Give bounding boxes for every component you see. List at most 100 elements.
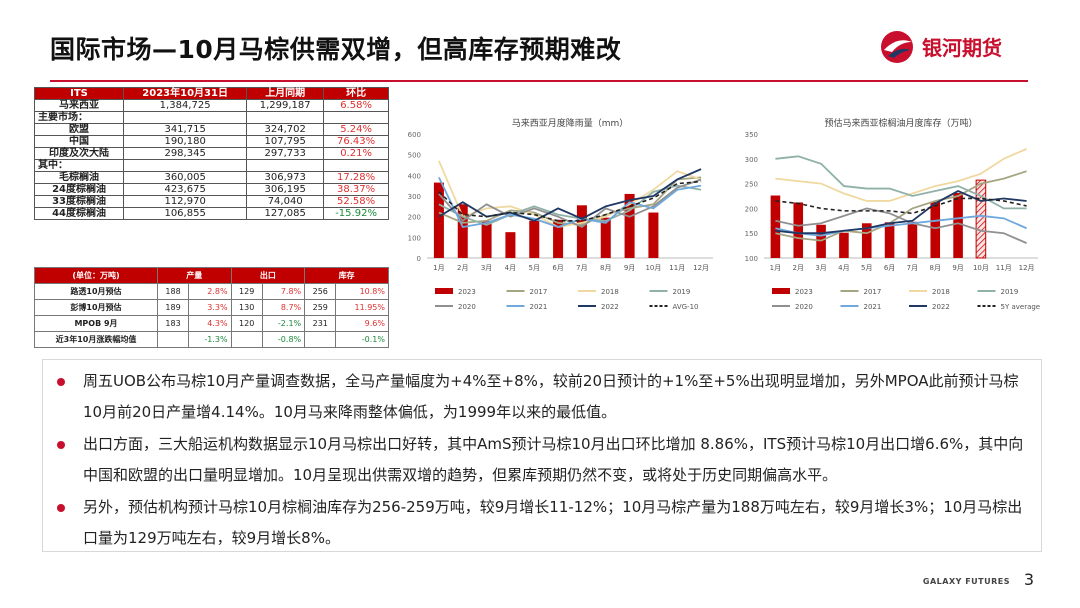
table-row: 近3年10月涨跌幅均值 -1.3% -0.8% -0.1% bbox=[34, 331, 389, 348]
bar-mark bbox=[884, 222, 895, 258]
bullet-item: 另外，预估机构预计马棕10月棕榈油库存为256-259万吨，较9月增长11-12… bbox=[57, 492, 1032, 554]
legend-label: 2019 bbox=[673, 288, 691, 296]
change-cell: -2.1% bbox=[261, 315, 306, 332]
table-row: 路透10月预估 188 2.8% 129 7.8% 256 10.8% bbox=[34, 283, 389, 300]
series-line bbox=[775, 148, 1027, 202]
bar-mark bbox=[600, 217, 611, 258]
value-cell: 127,085 bbox=[246, 207, 325, 220]
table-row: 印度及次大陆 298,345 297,733 0.21% bbox=[33, 147, 389, 160]
y-tick-label: 350 bbox=[745, 131, 758, 139]
legend-label: 2020 bbox=[458, 303, 476, 311]
bar-mark bbox=[907, 221, 918, 258]
table-row: 24度棕榈油 423,675 306,195 38.37% bbox=[33, 183, 389, 196]
table-row: 欧盟 341,715 324,702 5.24% bbox=[33, 123, 389, 136]
table-row: 马来西亚 1,384,725 1,299,187 6.58% bbox=[33, 99, 389, 112]
bar-mark bbox=[648, 212, 659, 258]
row-label: 中国 bbox=[33, 135, 125, 148]
change-cell: 2.8% bbox=[188, 283, 232, 300]
x-tick-label: 8月 bbox=[600, 264, 611, 272]
y-tick-label: 200 bbox=[745, 205, 758, 213]
table-header-row: (单位：万吨) 产量 出口 库存 bbox=[34, 267, 389, 284]
bar-mark bbox=[529, 220, 540, 258]
column-header: 上月同期 bbox=[246, 87, 325, 100]
estimates-table: (单位：万吨) 产量 出口 库存 路透10月预估 188 2.8% 129 7.8% 25… bbox=[34, 267, 389, 348]
estimates-table-body: 路透10月预估 188 2.8% 129 7.8% 256 10.8% 彭博10月预估 189 3… bbox=[34, 283, 389, 348]
legend-label: 2020 bbox=[795, 303, 813, 311]
legend-label: AVG-10 bbox=[673, 303, 699, 311]
change-cell: 5.24% bbox=[323, 123, 389, 136]
bullet-text: 另外，预估机构预计马棕10月棕榈油库存为256-259万吨，较9月增长11-12… bbox=[83, 498, 1023, 547]
y-tick-label: 0 bbox=[417, 255, 421, 263]
series-line bbox=[775, 207, 1027, 244]
value-cell bbox=[304, 331, 337, 348]
legend-label: 2021 bbox=[530, 303, 548, 311]
change-cell: 9.6% bbox=[335, 315, 389, 332]
its-export-table: ITS 2023年10月31日 上月同期 环比 马来西亚 1,384,725 1,2… bbox=[33, 87, 389, 220]
x-tick-label: 12月 bbox=[693, 264, 709, 272]
inventory-chart-svg: 预估马来西亚棕榈油月度库存（万吨） 100 150 200 250 300 350 1月 2月 3… bbox=[745, 117, 1041, 311]
x-tick-label: 9月 bbox=[952, 264, 963, 272]
value-cell: 107,795 bbox=[246, 135, 325, 148]
table-row: 33度棕榈油 112,970 74,040 52.58% bbox=[33, 195, 389, 208]
value-cell: 259 bbox=[304, 299, 337, 316]
bar-mark bbox=[793, 202, 804, 258]
bar-mark bbox=[576, 205, 587, 258]
change-cell: 0.21% bbox=[323, 147, 389, 160]
x-tick-label: 5月 bbox=[529, 264, 540, 272]
legend-label: 2018 bbox=[601, 288, 619, 296]
change-cell: 3.3% bbox=[188, 299, 232, 316]
bar-mark bbox=[481, 220, 492, 258]
x-tick-label: 3月 bbox=[815, 264, 826, 272]
change-cell: 7.8% bbox=[261, 283, 306, 300]
x-tick-label: 7月 bbox=[576, 264, 587, 272]
series-line bbox=[438, 176, 702, 226]
table-row: 44度棕榈油 106,855 127,085 -15.92% bbox=[33, 207, 389, 220]
change-cell: -1.3% bbox=[188, 331, 232, 348]
x-tick-label: 4月 bbox=[505, 264, 516, 272]
change-cell: 17.28% bbox=[323, 171, 389, 184]
title-divider bbox=[50, 80, 1028, 82]
legend-label: 2023 bbox=[795, 288, 813, 296]
section-label: 其中： bbox=[33, 159, 125, 172]
legend-label: 2022 bbox=[932, 303, 950, 311]
empty-cell bbox=[123, 111, 248, 124]
section-label: 主要市场： bbox=[33, 111, 125, 124]
x-tick-label: 1月 bbox=[433, 264, 444, 272]
change-cell: 10.8% bbox=[335, 283, 389, 300]
chart-title: 预估马来西亚棕榈油月度库存（万吨） bbox=[824, 117, 977, 129]
empty-cell bbox=[323, 111, 389, 124]
row-label: MPOB 9月 bbox=[34, 315, 158, 332]
y-tick-label: 400 bbox=[408, 172, 421, 180]
column-header: 出口 bbox=[230, 267, 306, 284]
value-cell: 256 bbox=[304, 283, 337, 300]
x-tick-label: 6月 bbox=[884, 264, 895, 272]
y-tick-label: 100 bbox=[745, 255, 758, 263]
value-cell: 341,715 bbox=[123, 123, 248, 136]
x-tick-label: 9月 bbox=[624, 264, 635, 272]
row-label: 马来西亚 bbox=[33, 99, 125, 112]
column-header: ITS bbox=[33, 87, 125, 100]
empty-cell bbox=[323, 159, 389, 172]
bar-mark bbox=[861, 223, 872, 258]
value-cell: 120 bbox=[230, 315, 263, 332]
bullet-dot-icon bbox=[57, 441, 65, 449]
x-tick-label: 7月 bbox=[907, 264, 918, 272]
series-line bbox=[775, 155, 1027, 210]
value-cell: 423,675 bbox=[123, 183, 248, 196]
value-cell: 112,970 bbox=[123, 195, 248, 208]
column-header: 环比 bbox=[323, 87, 389, 100]
y-tick-label: 300 bbox=[408, 193, 421, 201]
value-cell: 297,733 bbox=[246, 147, 325, 160]
empty-cell bbox=[246, 111, 325, 124]
series-line bbox=[775, 197, 1027, 215]
row-label: 彭博10月预估 bbox=[34, 299, 158, 316]
legend-swatch bbox=[435, 288, 453, 294]
legend-label: 5Y average bbox=[1001, 303, 1041, 311]
bar-mark bbox=[457, 204, 468, 258]
value-cell: 360,005 bbox=[123, 171, 248, 184]
y-tick-label: 500 bbox=[408, 152, 421, 160]
bullet-text: 周五UOB公布马棕10月产量调查数据，全马产量幅度为+4%至+8%，较前20日预… bbox=[83, 372, 1019, 421]
x-tick-label: 6月 bbox=[552, 264, 563, 272]
row-label: 33度棕榈油 bbox=[33, 195, 125, 208]
column-header: 2023年10月31日 bbox=[123, 87, 248, 100]
